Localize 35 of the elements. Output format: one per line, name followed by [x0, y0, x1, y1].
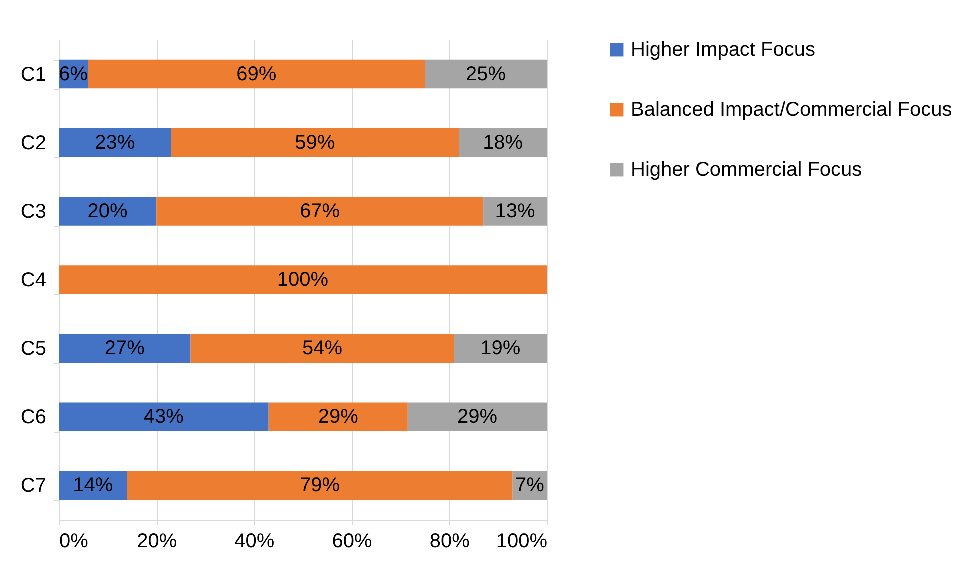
data-label: 23%	[95, 132, 136, 154]
data-label: 14%	[73, 474, 114, 497]
data-label: 27%	[104, 338, 146, 360]
x-tick-label: 0%	[60, 530, 89, 552]
legend-label: Higher Impact Focus	[631, 39, 816, 61]
x-tick-label: 100%	[496, 530, 548, 552]
data-label: 13%	[495, 200, 536, 222]
x-tick-label: 20%	[137, 530, 178, 552]
data-label: 29%	[457, 406, 498, 428]
data-label: 20%	[88, 200, 128, 222]
data-label: 67%	[300, 200, 340, 222]
y-tick-label: C6	[20, 406, 46, 429]
data-label: 6%	[59, 63, 88, 86]
data-label: 19%	[480, 338, 521, 360]
data-label: 7%	[515, 474, 545, 497]
data-label: 79%	[300, 474, 340, 497]
x-tick-label: 60%	[332, 530, 373, 552]
x-tick-label: 80%	[430, 530, 470, 552]
y-tick-label: C2	[20, 132, 46, 154]
y-tick-label: C5	[20, 338, 46, 360]
data-label: 18%	[483, 132, 524, 154]
legend-label: Balanced Impact/Commercial Focus	[631, 99, 952, 121]
y-tick-label: C4	[20, 270, 46, 292]
y-tick-label: C3	[20, 200, 46, 223]
data-label: 29%	[318, 406, 359, 428]
legend-label: Higher Commercial Focus	[631, 159, 862, 181]
data-label: 43%	[144, 406, 184, 428]
data-label: 25%	[466, 63, 506, 86]
y-tick-label: C7	[20, 475, 46, 498]
data-label: 100%	[277, 269, 329, 291]
data-label: 69%	[236, 63, 277, 86]
x-tick-label: 40%	[234, 530, 275, 552]
data-label: 54%	[302, 338, 343, 360]
data-label: 59%	[295, 132, 336, 154]
y-tick-label: C1	[20, 64, 46, 86]
